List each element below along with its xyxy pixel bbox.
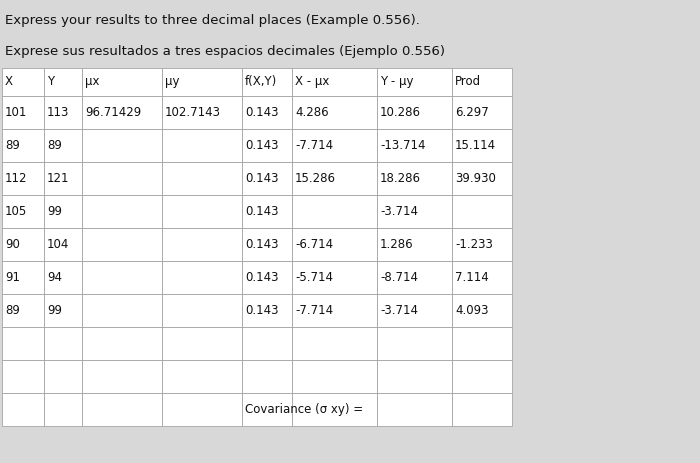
Text: 91: 91 <box>5 271 20 284</box>
Text: -5.714: -5.714 <box>295 271 333 284</box>
Text: 0.143: 0.143 <box>245 304 279 317</box>
Text: 90: 90 <box>5 238 20 251</box>
Text: 15.286: 15.286 <box>295 172 336 185</box>
Text: 99: 99 <box>47 304 62 317</box>
Text: -6.714: -6.714 <box>295 238 333 251</box>
Text: 0.143: 0.143 <box>245 172 279 185</box>
Text: Prod: Prod <box>455 75 481 88</box>
Text: 15.114: 15.114 <box>455 139 496 152</box>
Text: 101: 101 <box>5 106 27 119</box>
Text: 18.286: 18.286 <box>380 172 421 185</box>
Text: 89: 89 <box>5 139 20 152</box>
Text: -7.714: -7.714 <box>295 139 333 152</box>
Text: X - μx: X - μx <box>295 75 330 88</box>
Text: Express your results to three decimal places (Example 0.556).: Express your results to three decimal pl… <box>5 14 420 27</box>
Text: 89: 89 <box>5 304 20 317</box>
Text: 10.286: 10.286 <box>380 106 421 119</box>
Text: 0.143: 0.143 <box>245 271 279 284</box>
Text: 121: 121 <box>47 172 69 185</box>
Text: 96.71429: 96.71429 <box>85 106 141 119</box>
Text: 102.7143: 102.7143 <box>165 106 221 119</box>
Text: -7.714: -7.714 <box>295 304 333 317</box>
Text: 0.143: 0.143 <box>245 205 279 218</box>
Text: 105: 105 <box>5 205 27 218</box>
Text: 94: 94 <box>47 271 62 284</box>
Text: 4.286: 4.286 <box>295 106 328 119</box>
Text: 113: 113 <box>47 106 69 119</box>
Text: -3.714: -3.714 <box>380 304 418 317</box>
Text: -13.714: -13.714 <box>380 139 426 152</box>
Text: 99: 99 <box>47 205 62 218</box>
Text: X: X <box>5 75 13 88</box>
Text: Exprese sus resultados a tres espacios decimales (Ejemplo 0.556): Exprese sus resultados a tres espacios d… <box>5 45 445 58</box>
Text: 1.286: 1.286 <box>380 238 414 251</box>
Text: Y - μy: Y - μy <box>380 75 414 88</box>
Text: Covariance (σ xy) =: Covariance (σ xy) = <box>245 403 363 416</box>
Text: 112: 112 <box>5 172 27 185</box>
Text: 0.143: 0.143 <box>245 238 279 251</box>
Text: 4.093: 4.093 <box>455 304 489 317</box>
Text: 0.143: 0.143 <box>245 139 279 152</box>
Text: μy: μy <box>165 75 179 88</box>
Text: 89: 89 <box>47 139 62 152</box>
Text: Y: Y <box>47 75 54 88</box>
Text: -3.714: -3.714 <box>380 205 418 218</box>
Text: 0.143: 0.143 <box>245 106 279 119</box>
Text: -1.233: -1.233 <box>455 238 493 251</box>
Text: -8.714: -8.714 <box>380 271 418 284</box>
Text: f(X,Y): f(X,Y) <box>245 75 277 88</box>
Text: 104: 104 <box>47 238 69 251</box>
Text: 6.297: 6.297 <box>455 106 489 119</box>
Text: μx: μx <box>85 75 99 88</box>
Text: 7.114: 7.114 <box>455 271 489 284</box>
Text: 39.930: 39.930 <box>455 172 496 185</box>
